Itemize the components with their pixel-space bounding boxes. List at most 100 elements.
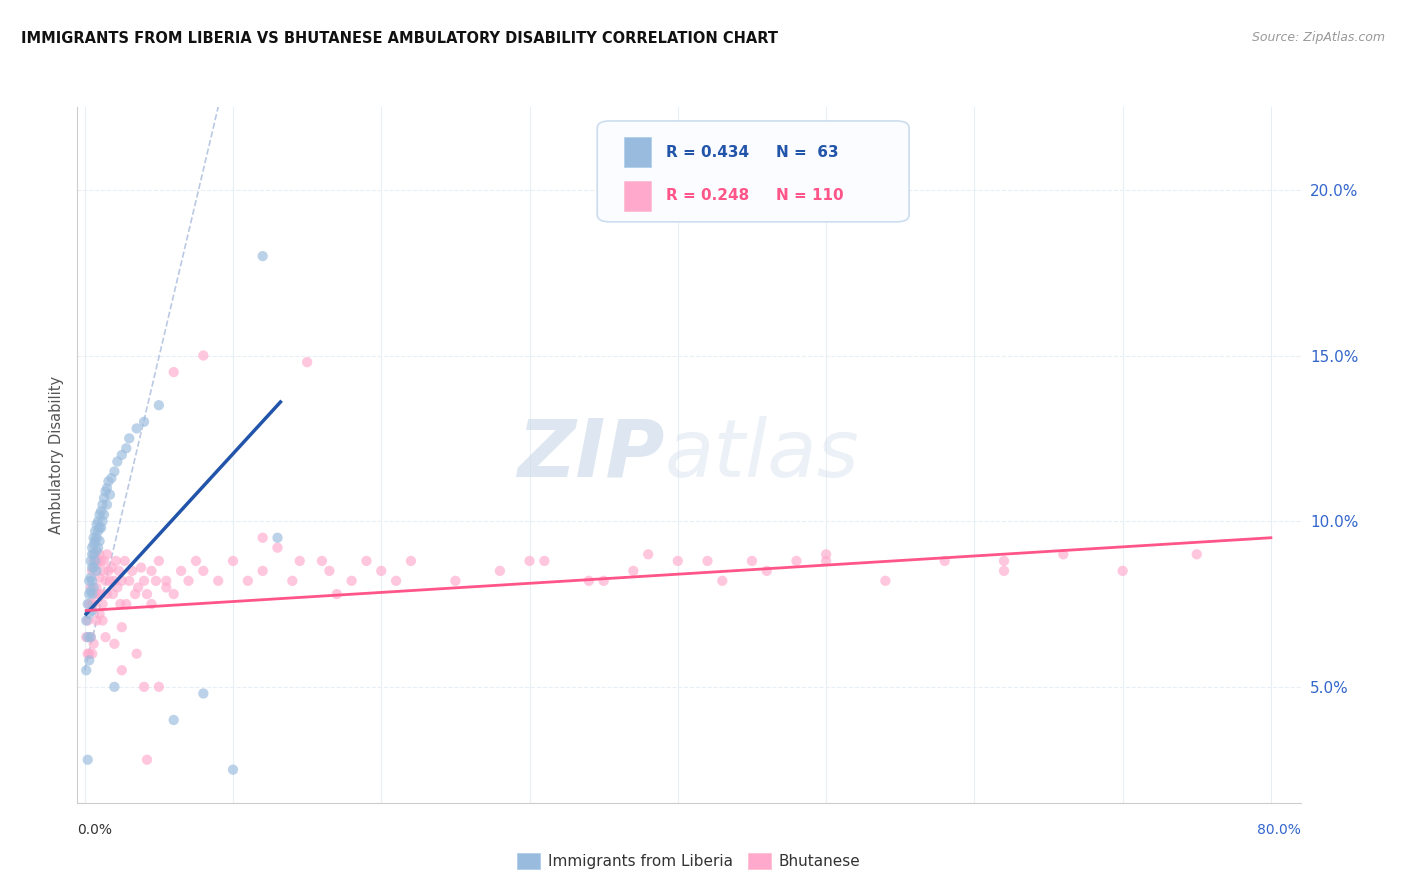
Point — [82, 587, 104, 601]
Text: IMMIGRANTS FROM LIBERIA VS BHUTANESE AMBULATORY DISABILITY CORRELATION CHART: IMMIGRANTS FROM LIBERIA VS BHUTANESE AMB… — [21, 31, 778, 46]
Point — [79, 583, 101, 598]
Point — [105, 581, 128, 595]
Point — [785, 554, 807, 568]
Point — [111, 620, 134, 634]
Point — [100, 560, 122, 574]
Point — [129, 560, 152, 574]
Point — [356, 554, 378, 568]
Point — [177, 574, 200, 588]
Text: 0.0%: 0.0% — [77, 823, 112, 837]
Point — [815, 554, 838, 568]
Point — [993, 554, 1015, 568]
Point — [96, 481, 118, 495]
Point — [79, 554, 101, 568]
Point — [266, 541, 288, 555]
Point — [163, 365, 186, 379]
Point — [108, 564, 131, 578]
Point — [132, 574, 155, 588]
Point — [76, 597, 98, 611]
Point — [105, 454, 128, 468]
Point — [148, 554, 170, 568]
Point — [993, 564, 1015, 578]
Point — [79, 581, 101, 595]
Point — [93, 554, 115, 568]
Point — [94, 574, 117, 588]
Point — [77, 587, 100, 601]
Point — [318, 564, 340, 578]
Point — [111, 448, 134, 462]
Point — [288, 554, 311, 568]
Point — [87, 587, 110, 601]
Point — [90, 587, 112, 601]
Point — [96, 547, 118, 561]
Point — [89, 508, 111, 522]
Point — [93, 491, 115, 505]
Text: N = 110: N = 110 — [776, 188, 844, 203]
Bar — [624, 180, 651, 211]
Point — [89, 521, 111, 535]
Text: R = 0.434: R = 0.434 — [665, 145, 749, 160]
Point — [875, 574, 897, 588]
Point — [86, 558, 108, 572]
Point — [76, 753, 98, 767]
Point — [621, 564, 644, 578]
Point — [519, 554, 541, 568]
Point — [83, 554, 105, 568]
Point — [125, 647, 148, 661]
Point — [578, 574, 600, 588]
Point — [103, 637, 125, 651]
Point — [83, 581, 105, 595]
Point — [184, 554, 207, 568]
Point — [90, 504, 112, 518]
Point — [118, 574, 141, 588]
Bar — [624, 137, 651, 168]
Point — [76, 630, 98, 644]
Point — [326, 587, 349, 601]
Point — [118, 431, 141, 445]
Point — [100, 471, 122, 485]
Point — [1185, 547, 1208, 561]
Point — [696, 554, 718, 568]
Point — [89, 547, 111, 561]
Point — [127, 581, 149, 595]
Point — [87, 554, 110, 568]
Point — [399, 554, 422, 568]
Point — [91, 614, 114, 628]
Point — [111, 574, 134, 588]
Point — [97, 475, 120, 489]
Point — [89, 534, 111, 549]
Point — [193, 564, 215, 578]
Point — [82, 560, 104, 574]
Point — [97, 564, 120, 578]
Point — [79, 570, 101, 584]
Point — [91, 564, 114, 578]
Point — [84, 524, 107, 538]
Point — [86, 531, 108, 545]
Point — [89, 570, 111, 584]
Point — [370, 564, 392, 578]
Point — [124, 587, 146, 601]
Point — [77, 647, 100, 661]
Point — [141, 564, 163, 578]
Point — [115, 597, 138, 611]
Point — [163, 587, 186, 601]
Point — [815, 547, 838, 561]
Point — [82, 547, 104, 561]
Point — [103, 465, 125, 479]
Point — [236, 574, 259, 588]
Point — [148, 680, 170, 694]
Point — [75, 614, 97, 628]
Point — [295, 355, 318, 369]
Point — [132, 415, 155, 429]
Point — [103, 680, 125, 694]
Point — [444, 574, 467, 588]
Point — [489, 564, 512, 578]
Point — [75, 630, 97, 644]
Point — [136, 753, 159, 767]
Point — [83, 531, 105, 545]
Point — [207, 574, 229, 588]
Point — [77, 597, 100, 611]
Point — [82, 541, 104, 555]
Point — [83, 560, 105, 574]
Point — [84, 534, 107, 549]
